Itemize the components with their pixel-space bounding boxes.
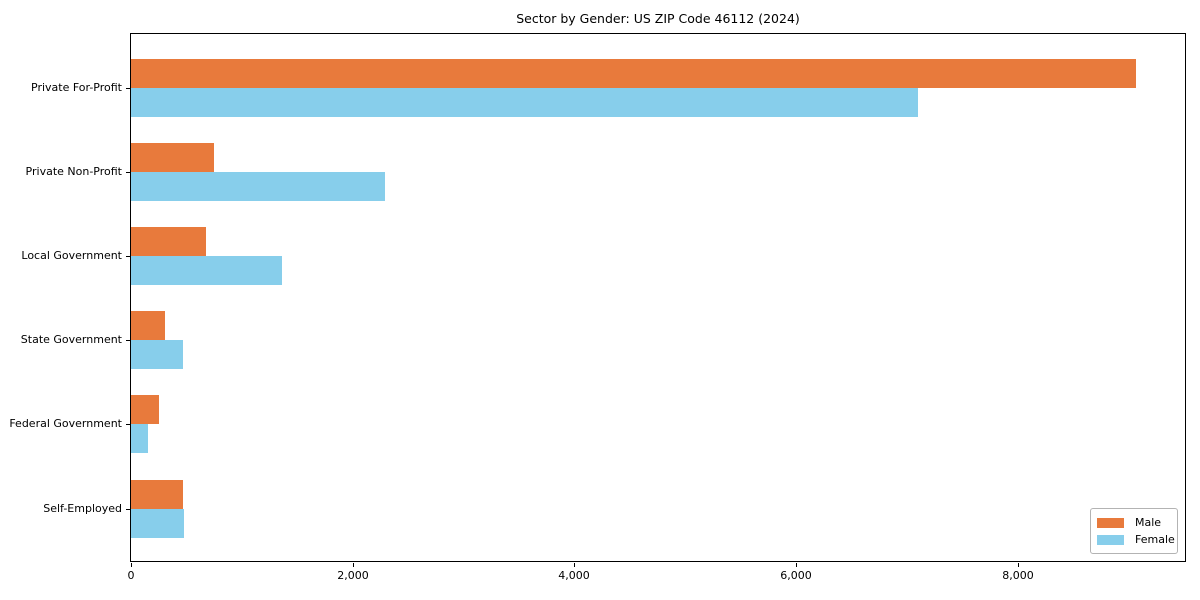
bar-male-local-government: [131, 227, 206, 256]
x-tick: [796, 563, 797, 567]
legend-item-female: Female: [1097, 532, 1177, 546]
bar-male-private-for-profit: [131, 59, 1136, 88]
legend-label-male: Male: [1135, 515, 1162, 529]
bar-female-private-non-profit: [131, 172, 385, 201]
y-tick-label-private-non-profit: Private Non-Profit: [25, 165, 122, 178]
bar-male-state-government: [131, 311, 165, 340]
bar-male-self-employed: [131, 480, 183, 509]
x-tick: [1018, 563, 1019, 567]
x-tick-label-8-000: 8,000: [1002, 569, 1034, 582]
chart-title: Sector by Gender: US ZIP Code 46112 (202…: [516, 11, 800, 26]
legend: Male Female: [1090, 508, 1178, 554]
bar-female-local-government: [131, 256, 282, 285]
x-tick: [574, 563, 575, 567]
legend-swatch-male: [1097, 517, 1124, 528]
bar-female-private-for-profit: [131, 88, 918, 117]
y-tick-label-self-employed: Self-Employed: [43, 502, 122, 515]
y-tick: [126, 88, 130, 89]
x-tick: [353, 563, 354, 567]
legend-label-female: Female: [1135, 532, 1175, 546]
y-tick: [126, 172, 130, 173]
bar-female-state-government: [131, 340, 183, 369]
y-tick: [126, 424, 130, 425]
y-tick-label-federal-government: Federal Government: [9, 417, 122, 430]
bar-male-federal-government: [131, 395, 159, 424]
y-tick-label-local-government: Local Government: [21, 249, 122, 262]
legend-item-male: Male: [1097, 515, 1177, 529]
x-tick-label-6-000: 6,000: [780, 569, 812, 582]
bar-female-federal-government: [131, 424, 148, 453]
x-tick: [131, 563, 132, 567]
y-tick: [126, 256, 130, 257]
y-tick-label-state-government: State Government: [20, 333, 122, 346]
y-tick-label-private-for-profit: Private For-Profit: [31, 81, 122, 94]
bar-male-private-non-profit: [131, 143, 214, 172]
y-tick: [126, 340, 130, 341]
x-tick-label-0: 0: [127, 569, 135, 582]
legend-swatch-female: [1097, 534, 1124, 545]
y-tick: [126, 509, 130, 510]
bar-female-self-employed: [131, 509, 184, 538]
plot-area: [130, 33, 1186, 562]
x-tick-label-4-000: 4,000: [558, 569, 590, 582]
x-tick-label-2-000: 2,000: [337, 569, 369, 582]
